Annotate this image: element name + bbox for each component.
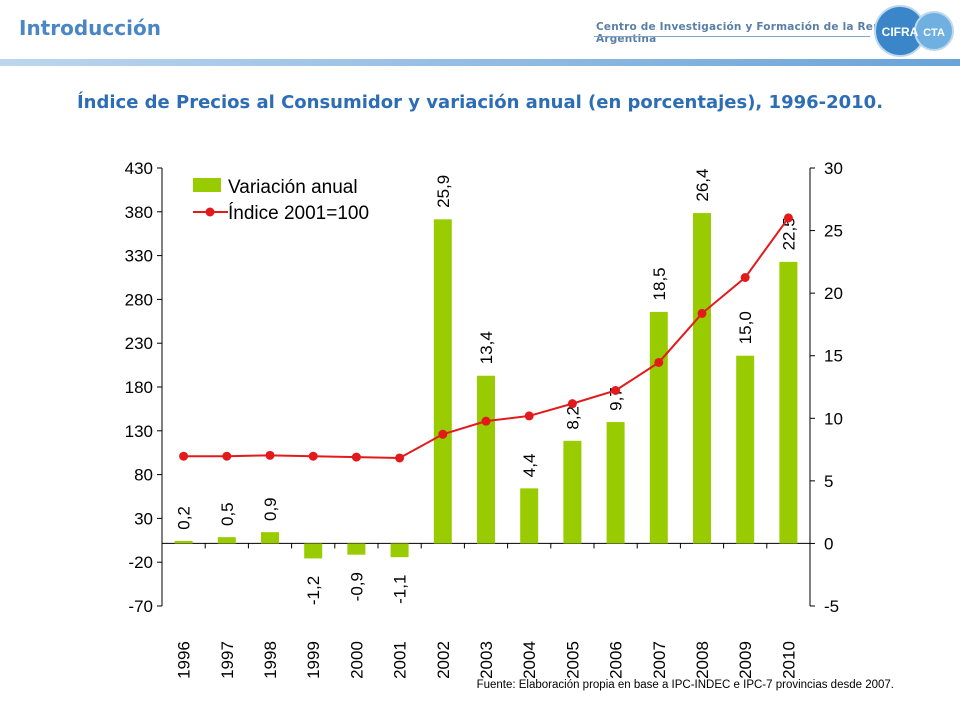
bar-value-label: 0,9 <box>261 497 280 521</box>
x-tick-label: 2008 <box>693 641 712 679</box>
bar-value-label: 4,4 <box>520 454 539 478</box>
bar-value-label: 15,0 <box>736 311 755 344</box>
x-tick-label: 2009 <box>736 641 755 679</box>
index-point <box>611 386 621 396</box>
index-point <box>438 429 448 439</box>
x-tick-label: 1998 <box>261 641 280 679</box>
x-tick-label: 1999 <box>304 641 323 679</box>
header-divider <box>0 59 960 66</box>
cifra-cta-logo: CIFRA CTA <box>874 5 954 57</box>
bar-value-label: 8,2 <box>563 406 582 430</box>
y-right-tick-label: -5 <box>824 597 839 616</box>
bar <box>174 540 193 544</box>
index-point <box>654 357 664 367</box>
bar <box>390 543 409 558</box>
y-left-tick-label: -20 <box>128 553 153 572</box>
x-tick-label: 2010 <box>779 641 798 679</box>
index-point <box>697 308 707 318</box>
bar <box>779 261 798 544</box>
y-left-tick-label: 130 <box>125 422 153 441</box>
bar-value-label: 13,4 <box>477 331 496 364</box>
x-tick-label: 2001 <box>391 641 410 679</box>
y-right-tick-label: 25 <box>824 222 843 241</box>
index-point <box>783 213 793 223</box>
y-right-tick-label: 10 <box>824 409 843 428</box>
x-tick-label: 2006 <box>607 641 626 679</box>
y-right-tick-label: 5 <box>824 472 833 491</box>
index-point <box>740 273 750 282</box>
bar-value-label: 0,2 <box>175 506 194 530</box>
bar-value-label: 9,7 <box>607 387 626 411</box>
y-left-tick-label: 180 <box>125 378 153 397</box>
bar <box>606 422 625 544</box>
logo-right-text: CTA <box>923 27 945 39</box>
bar <box>736 355 755 544</box>
bar-value-label: -0,9 <box>347 572 366 601</box>
legend-line-marker <box>205 207 215 217</box>
index-point <box>481 416 491 426</box>
bar <box>433 219 452 544</box>
legend-bar-label: Variación anual <box>228 177 358 198</box>
x-tick-label: 2007 <box>650 641 669 679</box>
x-tick-label: 2003 <box>477 641 496 679</box>
section-title: Introducción <box>19 16 161 40</box>
index-point <box>308 451 318 461</box>
chart-legend: Variación anual Índice 2001=100 <box>193 177 369 224</box>
y-left-tick-label: 380 <box>125 203 153 222</box>
bar <box>304 543 323 559</box>
x-tick-label: 2000 <box>347 641 366 679</box>
index-point <box>524 411 534 421</box>
y-left-tick-label: 280 <box>125 290 153 309</box>
bar <box>347 543 366 555</box>
index-point <box>179 451 189 461</box>
bar-value-label: 18,5 <box>650 267 669 300</box>
y-left-tick-label: 30 <box>134 509 153 528</box>
y-left-tick-label: 430 <box>125 159 153 178</box>
y-right-tick-label: 15 <box>824 347 843 366</box>
index-point <box>567 399 577 409</box>
index-point <box>395 453 405 463</box>
logo-left-text: CIFRA <box>882 25 919 39</box>
y-right-tick-label: 0 <box>824 534 833 553</box>
y-left-tick-label: 330 <box>125 247 153 266</box>
x-tick-label: 1997 <box>218 641 237 679</box>
y-right-tick-label: 20 <box>824 284 843 303</box>
y-left-tick-label: 230 <box>125 334 153 353</box>
bar-value-label: 26,4 <box>693 169 712 202</box>
y-right-tick-label: 30 <box>824 159 843 178</box>
index-point <box>265 450 275 460</box>
source-note: Fuente: Elaboración propia en base a IPC… <box>476 679 894 691</box>
legend-line-label: Índice 2001=100 <box>228 203 369 224</box>
org-underline <box>594 36 870 37</box>
x-tick-label: 2002 <box>434 641 453 679</box>
chart-title: Índice de Precios al Consumidor y variac… <box>76 92 884 113</box>
x-tick-label: 2005 <box>563 641 582 679</box>
x-tick-label: 1996 <box>175 641 194 679</box>
bar <box>261 532 279 544</box>
bar-value-label: 0,5 <box>218 502 237 526</box>
bar-value-label: -1,2 <box>304 576 323 605</box>
bar-value-label: 22,5 <box>779 217 798 250</box>
index-point <box>351 452 361 462</box>
index-point <box>222 451 232 461</box>
bar <box>649 311 668 544</box>
bar <box>217 537 236 544</box>
bar <box>693 213 711 544</box>
bar <box>477 375 495 544</box>
legend-bar-swatch <box>193 178 221 192</box>
y-left-tick-label: -70 <box>128 597 153 616</box>
header-bar <box>0 0 960 64</box>
x-tick-label: 2004 <box>520 641 539 679</box>
bar <box>520 488 539 544</box>
bar-value-label: -1,1 <box>391 575 410 604</box>
y-left-tick-label: 80 <box>134 466 153 485</box>
bar-value-label: 25,9 <box>434 175 453 208</box>
bar <box>563 440 582 544</box>
